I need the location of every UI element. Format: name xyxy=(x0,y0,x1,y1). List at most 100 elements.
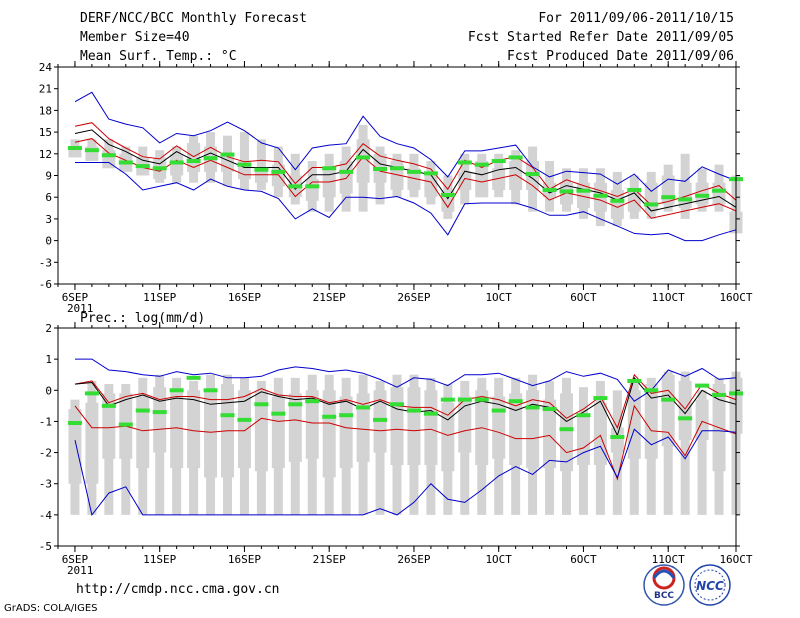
temperature-ensemble-marker xyxy=(610,198,625,203)
temperature-xtick-year-label: 2011 xyxy=(67,302,94,315)
member-size-label: Member Size=40 xyxy=(80,30,190,45)
precipitation-ensemble-marker xyxy=(491,408,506,413)
precipitation-ensemble-marker xyxy=(661,397,676,402)
precipitation-ensemble-marker xyxy=(288,402,303,407)
temperature-ensemble-marker xyxy=(695,193,710,198)
temperature-iqr-box xyxy=(492,168,506,190)
precipitation-iqr-box xyxy=(237,390,251,469)
grads-credit: GrADS: COLA/IGES xyxy=(4,603,98,614)
precipitation-xtick-label: 1OCT xyxy=(485,553,512,566)
precipitation-ensemble-marker xyxy=(356,405,371,410)
temperature-iqr-box xyxy=(254,168,268,183)
temperature-lower-line xyxy=(74,138,737,219)
precipitation-iqr-box xyxy=(153,387,167,453)
precipitation-iqr-box xyxy=(305,390,319,459)
precipitation-mean-line xyxy=(74,376,737,437)
precipitation-iqr-box xyxy=(526,390,540,469)
temperature-ensemble-marker xyxy=(559,189,574,194)
precipitation-ensemble-marker xyxy=(542,406,557,411)
precipitation-xtick-label: 16SEP xyxy=(228,553,261,566)
temperature-ensemble-marker xyxy=(373,166,388,171)
temperature-ensemble-marker xyxy=(254,167,269,172)
precipitation-ensemble-marker xyxy=(237,417,252,422)
ncc-logo-inner-ring xyxy=(694,569,726,601)
precipitation-iqr-box xyxy=(644,384,658,459)
precipitation-ensemble-marker xyxy=(118,422,133,427)
precipitation-iqr-box xyxy=(627,390,641,459)
precipitation-iqr-box xyxy=(695,399,709,441)
precipitation-ensemble-marker xyxy=(508,399,523,404)
precipitation-iqr-box xyxy=(322,390,336,478)
temperature-xtick-label: 11OCT xyxy=(652,291,685,304)
temperature-xtick-label: 6OCT xyxy=(570,291,597,304)
precipitation-ensemble-marker xyxy=(169,388,184,393)
precipitation-iqr-box xyxy=(509,393,523,466)
temperature-ytick-label: -3 xyxy=(39,256,52,269)
precipitation-ytick-label: -3 xyxy=(39,478,52,491)
precipitation-ensemble-marker xyxy=(627,378,642,383)
precipitation-iqr-box xyxy=(407,387,421,466)
temperature-ensemble-marker xyxy=(627,187,642,192)
precipitation-iqr-box xyxy=(85,402,99,484)
precipitation-xtick-label: 21SEP xyxy=(313,553,346,566)
temperature-ensemble-marker xyxy=(678,197,693,202)
precipitation-ensemble-marker xyxy=(135,408,150,413)
temperature-ensemble-marker xyxy=(135,164,150,169)
forecast-produced-date-label: Fcst Produced Date 2011/09/06 xyxy=(507,49,734,64)
temperature-ensemble-marker xyxy=(491,159,506,164)
temperature-ensemble-marker xyxy=(305,184,320,189)
bcc-logo: BCC xyxy=(643,564,685,606)
precipitation-xtick-label: 11OCT xyxy=(652,553,685,566)
precipitation-iqr-box xyxy=(593,402,607,466)
precipitation-ensemble-marker xyxy=(339,413,354,418)
precipitation-iqr-box xyxy=(390,387,404,466)
precipitation-ensemble-marker xyxy=(423,411,438,416)
precipitation-iqr-box xyxy=(458,396,472,453)
temperature-xtick-label: 16OCT xyxy=(719,291,752,304)
precipitation-ensemble-marker xyxy=(644,388,659,393)
forecast-start-date-label: Fcst Started Refer Date 2011/09/05 xyxy=(467,30,734,45)
temperature-ensemble-marker xyxy=(169,160,184,165)
precipitation-ensemble-marker xyxy=(457,397,472,402)
precipitation-ensemble-marker xyxy=(474,397,489,402)
temperature-ensemble-marker xyxy=(356,155,371,160)
temperature-ytick-label: 0 xyxy=(45,235,52,248)
temperature-iqr-box xyxy=(610,189,624,219)
temperature-iqr-box xyxy=(475,161,489,198)
source-url[interactable]: http://cmdp.ncc.cma.gov.cn xyxy=(76,582,280,597)
precipitation-iqr-box xyxy=(68,408,82,484)
precipitation-xtick-label: 6SEP xyxy=(62,553,89,566)
precipitation-lower-line xyxy=(74,404,737,481)
temperature-ensemble-marker xyxy=(712,188,727,193)
temperature-range-bar xyxy=(256,139,266,190)
precipitation-iqr-box xyxy=(424,390,438,466)
temperature-iqr-box xyxy=(458,171,472,190)
precipitation-iqr-box xyxy=(271,396,285,469)
precipitation-ensemble-marker xyxy=(406,408,421,413)
temperature-ensemble-marker xyxy=(525,172,540,177)
temperature-ensemble-marker xyxy=(152,166,167,171)
precipitation-ensemble-marker xyxy=(186,375,201,380)
temperature-ytick-label: 24 xyxy=(39,61,53,74)
temperature-ensemble-marker xyxy=(457,160,472,165)
precipitation-xtick-label: 11SEP xyxy=(143,553,176,566)
temperature-ensemble-marker xyxy=(339,169,354,174)
temperature-ensemble-marker xyxy=(440,193,455,198)
precipitation-xtick-label: 26SEP xyxy=(397,553,430,566)
temperature-ensemble-marker xyxy=(203,156,218,161)
temperature-xtick-label: 26SEP xyxy=(397,291,430,304)
precipitation-range-bar xyxy=(680,371,690,515)
precipitation-iqr-box xyxy=(170,390,184,469)
precipitation-iqr-box xyxy=(356,393,370,462)
temperature-ytick-label: 6 xyxy=(45,191,52,204)
temperature-max-line xyxy=(74,91,737,193)
precipitation-iqr-box xyxy=(661,374,675,447)
temperature-ensemble-marker xyxy=(288,184,303,189)
temperature-iqr-box xyxy=(339,161,353,194)
temperature-xtick-label: 11SEP xyxy=(143,291,176,304)
precipitation-ensemble-marker xyxy=(101,403,116,408)
temperature-ensemble-marker xyxy=(644,202,659,207)
temperature-iqr-box xyxy=(322,168,336,198)
precipitation-iqr-box xyxy=(576,415,590,466)
